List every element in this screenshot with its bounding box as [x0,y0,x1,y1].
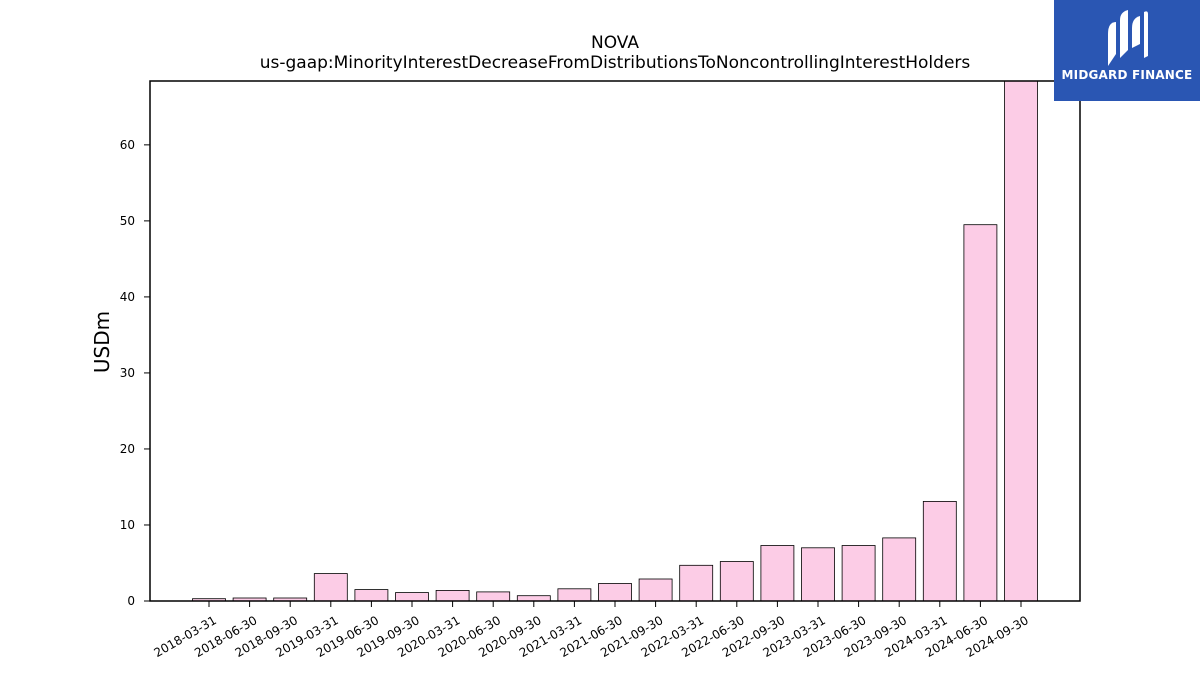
chart-subtitle: us-gaap:MinorityInterestDecreaseFromDist… [260,53,971,73]
bar-2022-09-30 [760,545,795,602]
y-axis-ticks: 0 10 20 30 40 50 60 [120,138,150,608]
y-tick-label: 0 [127,594,135,608]
bar-2024-09-30 [1004,80,1038,602]
y-tick-label: 40 [120,290,135,304]
bar-2020-03-31 [435,590,470,602]
bar-2023-03-31 [801,547,835,602]
bar-2019-06-30 [354,589,389,602]
y-axis-label: USDm [90,311,114,373]
logo-text: MIDGARD FINANCE [1061,68,1193,82]
brand-logo: MIDGARD FINANCE [1054,0,1200,101]
y-tick-label: 60 [120,138,135,152]
y-tick-label: 50 [120,214,135,228]
y-tick-label: 10 [120,518,135,532]
bar-2022-03-31 [679,564,714,602]
bar-2022-06-30 [719,561,754,602]
y-tick-label: 20 [120,442,135,456]
bar-2019-09-30 [395,592,429,602]
bar-2021-06-30 [598,583,632,602]
logo-mark-icon [1108,10,1148,66]
bar-2020-09-30 [516,595,551,602]
plot-frame [149,80,1081,602]
x-axis-ticks: 2018-03-312018-06-302018-09-302019-03-31… [151,601,1031,660]
bars-group [192,80,1038,602]
y-tick-label: 30 [120,366,135,380]
bar-2021-03-31 [557,588,592,602]
bar-2023-06-30 [841,545,876,602]
bar-2020-06-30 [476,591,511,602]
bar-2023-09-30 [882,537,917,602]
chart-title: NOVA [591,33,639,53]
bar-2024-06-30 [963,224,998,602]
bar-2019-03-31 [313,573,348,602]
bar-2021-09-30 [638,578,673,602]
bar-2024-03-31 [922,500,957,602]
